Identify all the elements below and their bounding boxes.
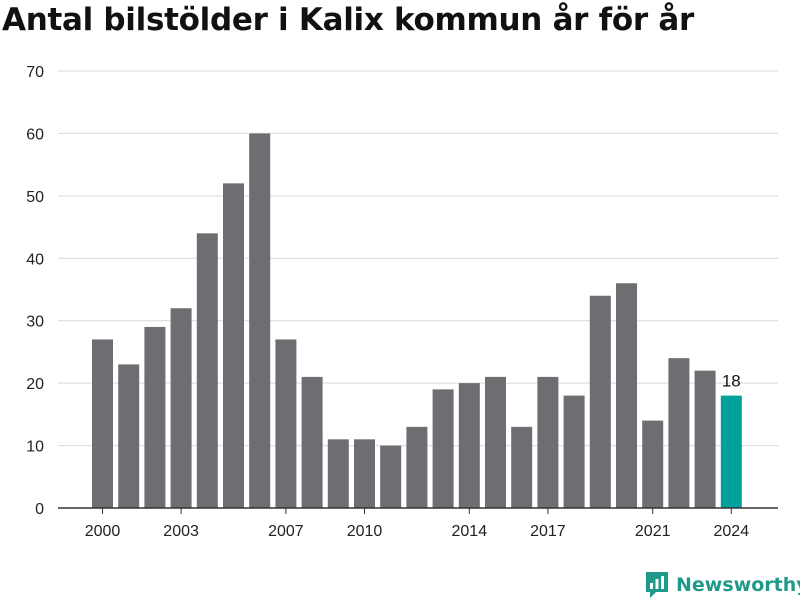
bar-2016 [511, 426, 533, 508]
x-tick-label: 2010 [347, 523, 383, 540]
bar-2015 [485, 376, 506, 508]
bar-2017 [537, 376, 559, 508]
bar-2013 [432, 389, 454, 508]
bar-2019 [589, 295, 611, 508]
bar-2003 [170, 308, 192, 508]
bar-2009 [327, 439, 349, 508]
x-axis-ticks: 2000 2003 2007 2010 2014 2017 2021 2024 [85, 508, 749, 540]
data-labels: 18 [722, 372, 741, 391]
bar-chart-logo-icon [646, 572, 668, 598]
bars [92, 133, 742, 509]
bar-2012 [406, 426, 428, 508]
page-title: Antal bilstölder i Kalix kommun år för å… [2, 2, 694, 38]
bar-2014 [458, 383, 480, 508]
y-tick-label: 50 [26, 189, 44, 206]
bar-2007 [275, 339, 297, 508]
y-tick-label: 20 [26, 376, 44, 393]
brand-name: Newsworthy [676, 574, 800, 596]
bar-2023 [694, 370, 716, 508]
newsworthy-logo[interactable]: Newsworthy [644, 570, 800, 600]
bar-2011 [380, 445, 402, 508]
x-tick-label: 2017 [530, 523, 566, 540]
bar-2010 [354, 439, 375, 508]
bar-2022 [668, 358, 690, 508]
data-label: 18 [722, 372, 741, 391]
bar-2005 [223, 183, 244, 508]
y-axis-ticks: 0 10 20 30 40 50 60 70 [26, 64, 44, 518]
x-tick-label: 2024 [714, 523, 750, 540]
y-tick-label: 0 [35, 501, 44, 518]
y-tick-label: 70 [26, 64, 44, 81]
y-tick-label: 10 [26, 439, 44, 456]
bar-2000 [92, 339, 113, 508]
bar-2002 [144, 326, 166, 508]
bar-2018 [563, 395, 585, 508]
x-tick-label: 2021 [635, 523, 671, 540]
bar-2021 [642, 420, 664, 508]
bar-2008 [301, 376, 323, 508]
x-tick-label: 2003 [163, 523, 199, 540]
bar-2020 [616, 283, 637, 508]
bar-2024 [720, 395, 742, 508]
y-tick-label: 60 [26, 126, 44, 143]
bar-2001 [118, 364, 140, 508]
x-tick-label: 2014 [452, 523, 488, 540]
y-tick-label: 30 [26, 314, 44, 331]
y-tick-label: 40 [26, 251, 44, 268]
x-tick-label: 2000 [85, 523, 121, 540]
bar-2004 [196, 233, 218, 509]
bar-2006 [249, 133, 271, 508]
x-tick-label: 2007 [268, 523, 304, 540]
